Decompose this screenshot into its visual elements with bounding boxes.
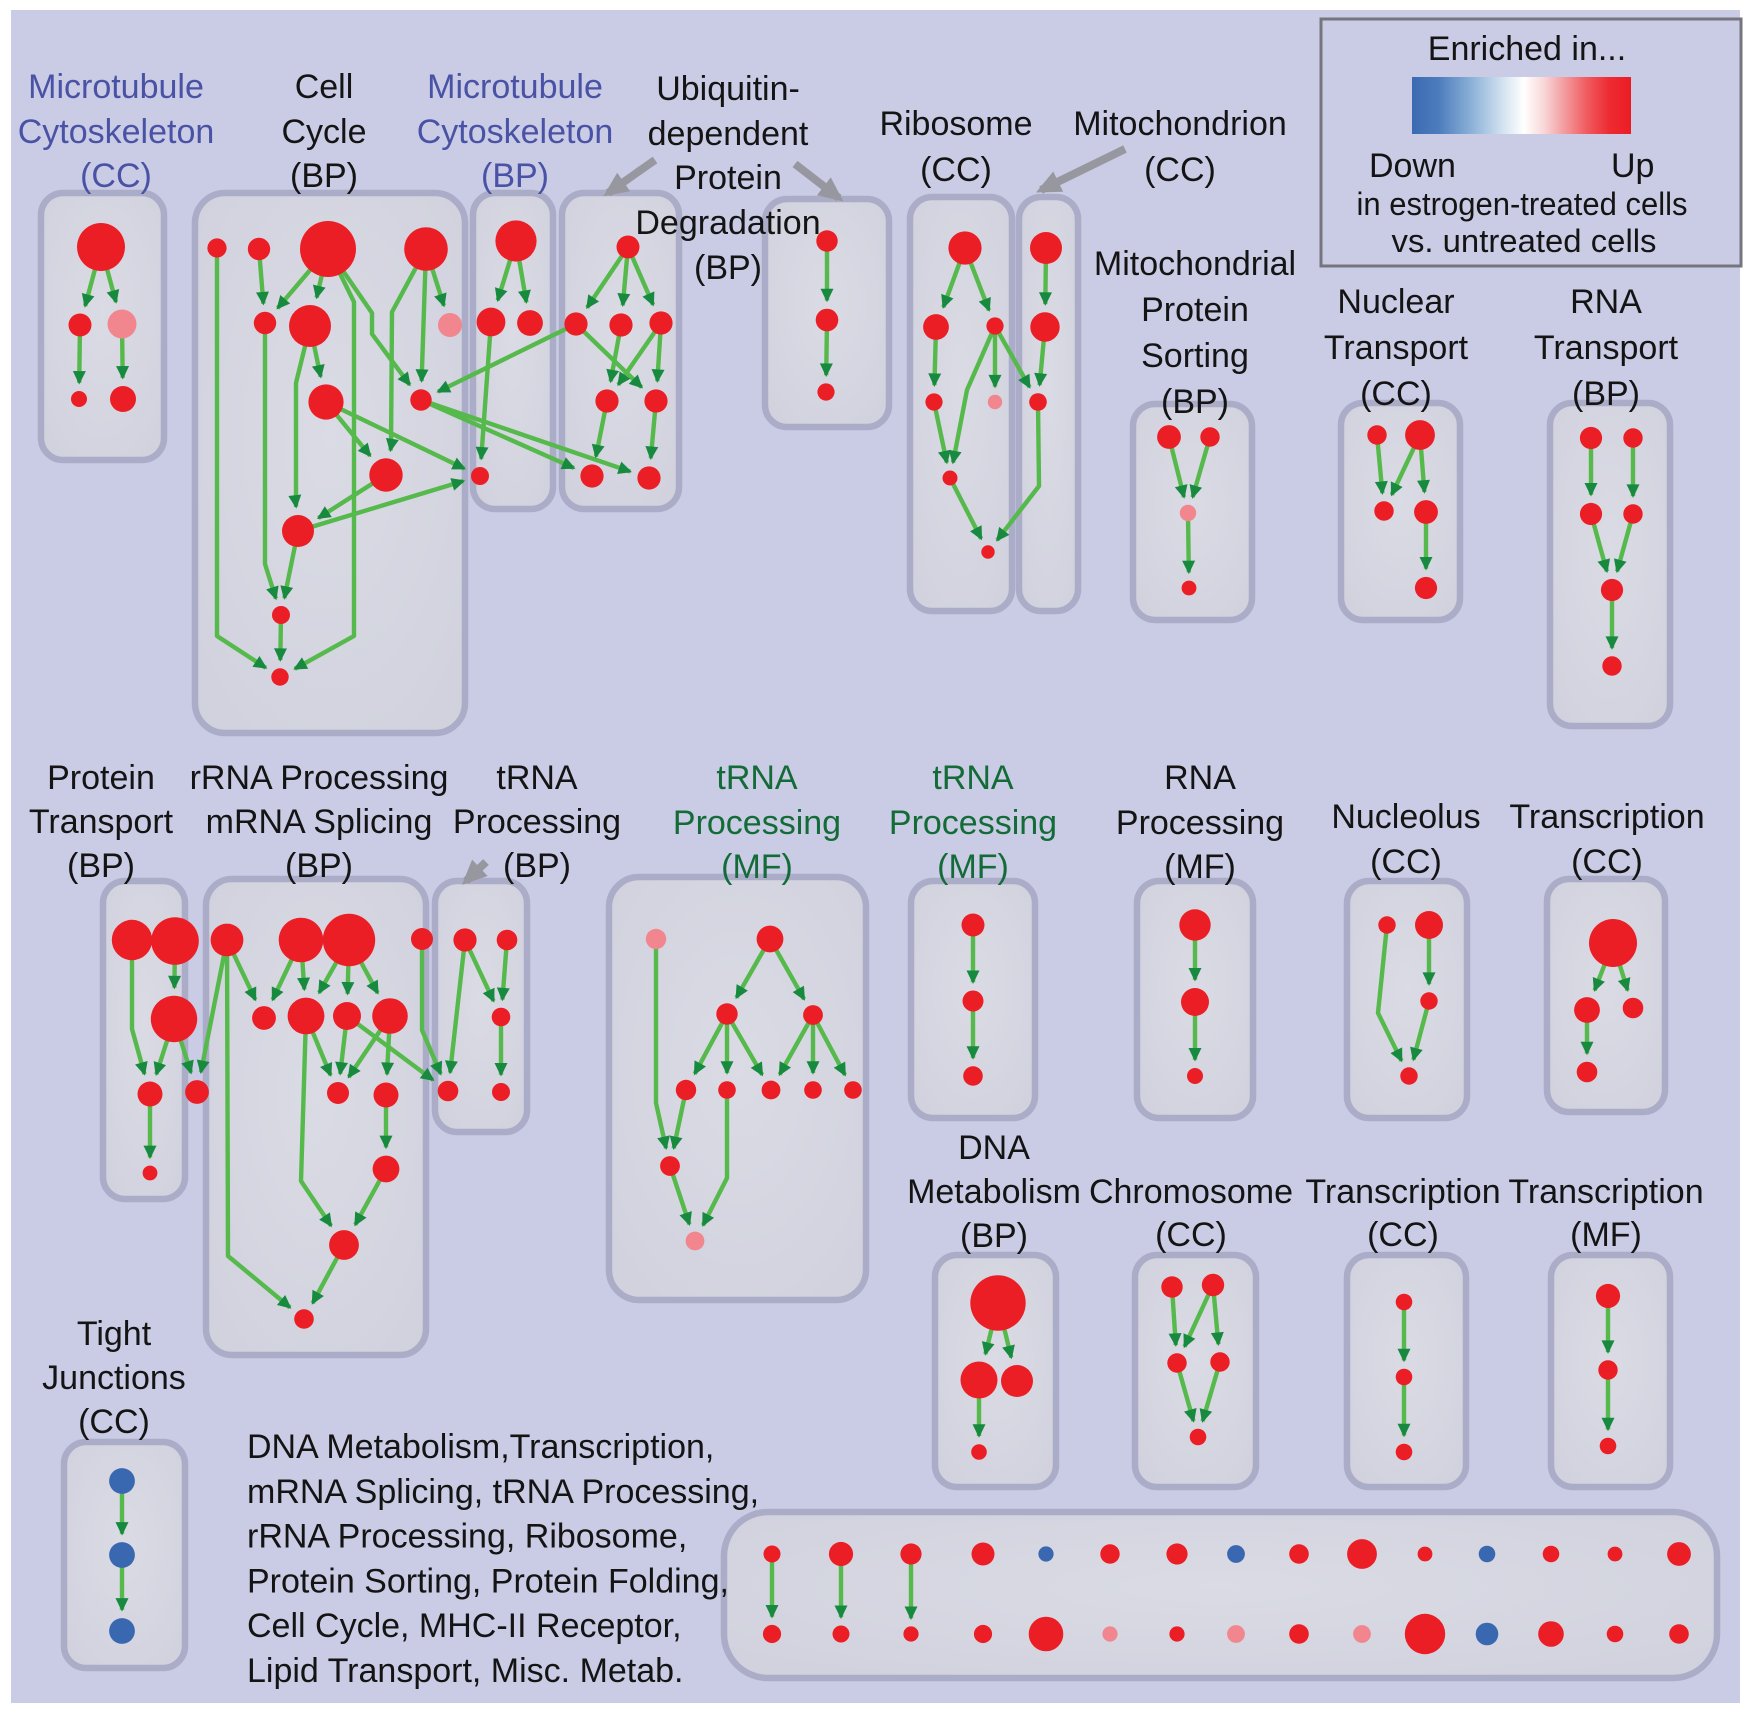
svg-text:(MF): (MF) — [1164, 848, 1236, 886]
svg-text:RNA: RNA — [1570, 283, 1642, 321]
svg-text:mRNA Splicing, tRNA Processing: mRNA Splicing, tRNA Processing, — [247, 1473, 759, 1511]
svg-text:Processing: Processing — [1116, 804, 1284, 842]
svg-text:Junctions: Junctions — [42, 1359, 186, 1397]
svg-text:Transport: Transport — [1534, 329, 1679, 367]
svg-text:Microtubule: Microtubule — [427, 68, 603, 106]
svg-text:Transcription: Transcription — [1509, 798, 1704, 836]
svg-text:(CC): (CC) — [920, 151, 992, 189]
svg-text:(MF): (MF) — [721, 848, 793, 886]
svg-text:Microtubule: Microtubule — [28, 68, 204, 106]
svg-text:Cytoskeleton: Cytoskeleton — [18, 113, 215, 151]
svg-text:(BP): (BP) — [503, 847, 571, 885]
svg-text:Transport: Transport — [1324, 329, 1469, 367]
svg-text:tRNA: tRNA — [716, 759, 798, 797]
svg-text:(BP): (BP) — [960, 1217, 1028, 1255]
svg-text:(BP): (BP) — [290, 157, 358, 195]
svg-text:Lipid Transport, Misc. Metab.: Lipid Transport, Misc. Metab. — [247, 1652, 684, 1690]
svg-text:dependent: dependent — [648, 115, 809, 153]
svg-text:tRNA: tRNA — [932, 759, 1014, 797]
svg-text:(BP): (BP) — [1572, 375, 1640, 413]
svg-text:Cytoskeleton: Cytoskeleton — [417, 113, 614, 151]
svg-text:rRNA Processing: rRNA Processing — [190, 759, 449, 797]
svg-text:(CC): (CC) — [80, 157, 152, 195]
svg-text:DNA: DNA — [958, 1129, 1030, 1167]
svg-text:rRNA Processing, Ribosome,: rRNA Processing, Ribosome, — [247, 1518, 687, 1556]
svg-text:Transcription: Transcription — [1305, 1173, 1500, 1211]
svg-text:in estrogen-treated cells: in estrogen-treated cells — [1357, 186, 1688, 222]
svg-text:Chromosome: Chromosome — [1089, 1173, 1293, 1211]
svg-text:Mitochondrion: Mitochondrion — [1073, 105, 1287, 143]
svg-text:Transport: Transport — [29, 803, 174, 841]
svg-text:Cell: Cell — [295, 68, 354, 106]
svg-text:Cell Cycle, MHC-II Receptor,: Cell Cycle, MHC-II Receptor, — [247, 1607, 682, 1645]
svg-text:(CC): (CC) — [1571, 843, 1643, 881]
svg-text:tRNA: tRNA — [496, 759, 578, 797]
svg-text:(BP): (BP) — [1161, 383, 1229, 421]
svg-text:mRNA Splicing: mRNA Splicing — [206, 803, 433, 841]
svg-text:Protein: Protein — [1141, 291, 1249, 329]
svg-text:Protein: Protein — [674, 159, 782, 197]
svg-text:RNA: RNA — [1164, 759, 1236, 797]
svg-text:vs. untreated cells: vs. untreated cells — [1392, 223, 1657, 259]
svg-text:Nucleolus: Nucleolus — [1331, 798, 1480, 836]
svg-text:Sorting: Sorting — [1141, 337, 1249, 375]
svg-text:(CC): (CC) — [1144, 151, 1216, 189]
svg-text:(BP): (BP) — [67, 847, 135, 885]
svg-text:(BP): (BP) — [481, 157, 549, 195]
svg-text:Processing: Processing — [673, 804, 841, 842]
svg-text:Metabolism: Metabolism — [907, 1173, 1081, 1211]
svg-text:(CC): (CC) — [78, 1403, 150, 1441]
svg-text:Protein Sorting, Protein Foldi: Protein Sorting, Protein Folding, — [247, 1562, 729, 1600]
svg-text:Tight: Tight — [77, 1315, 152, 1353]
svg-text:Nuclear: Nuclear — [1337, 283, 1454, 321]
svg-text:Transcription: Transcription — [1508, 1173, 1703, 1211]
svg-text:(CC): (CC) — [1360, 375, 1432, 413]
svg-text:Ubiquitin-: Ubiquitin- — [656, 70, 800, 108]
svg-text:DNA Metabolism,Transcription,: DNA Metabolism,Transcription, — [247, 1428, 714, 1466]
svg-text:(MF): (MF) — [1570, 1216, 1642, 1254]
svg-text:Up: Up — [1611, 147, 1654, 185]
svg-text:Ribosome: Ribosome — [879, 105, 1032, 143]
svg-text:(CC): (CC) — [1367, 1216, 1439, 1254]
svg-text:(CC): (CC) — [1370, 843, 1442, 881]
svg-text:Enriched in...: Enriched in... — [1428, 30, 1626, 68]
svg-text:Protein: Protein — [47, 759, 155, 797]
svg-text:(MF): (MF) — [937, 848, 1009, 886]
svg-text:(CC): (CC) — [1155, 1216, 1227, 1254]
svg-text:Mitochondrial: Mitochondrial — [1094, 245, 1296, 283]
svg-text:Down: Down — [1369, 147, 1456, 185]
svg-text:Processing: Processing — [889, 804, 1057, 842]
svg-text:(BP): (BP) — [694, 249, 762, 287]
svg-text:Processing: Processing — [453, 803, 621, 841]
svg-text:Cycle: Cycle — [281, 113, 366, 151]
svg-text:(BP): (BP) — [285, 847, 353, 885]
svg-text:Degradation: Degradation — [635, 204, 820, 242]
